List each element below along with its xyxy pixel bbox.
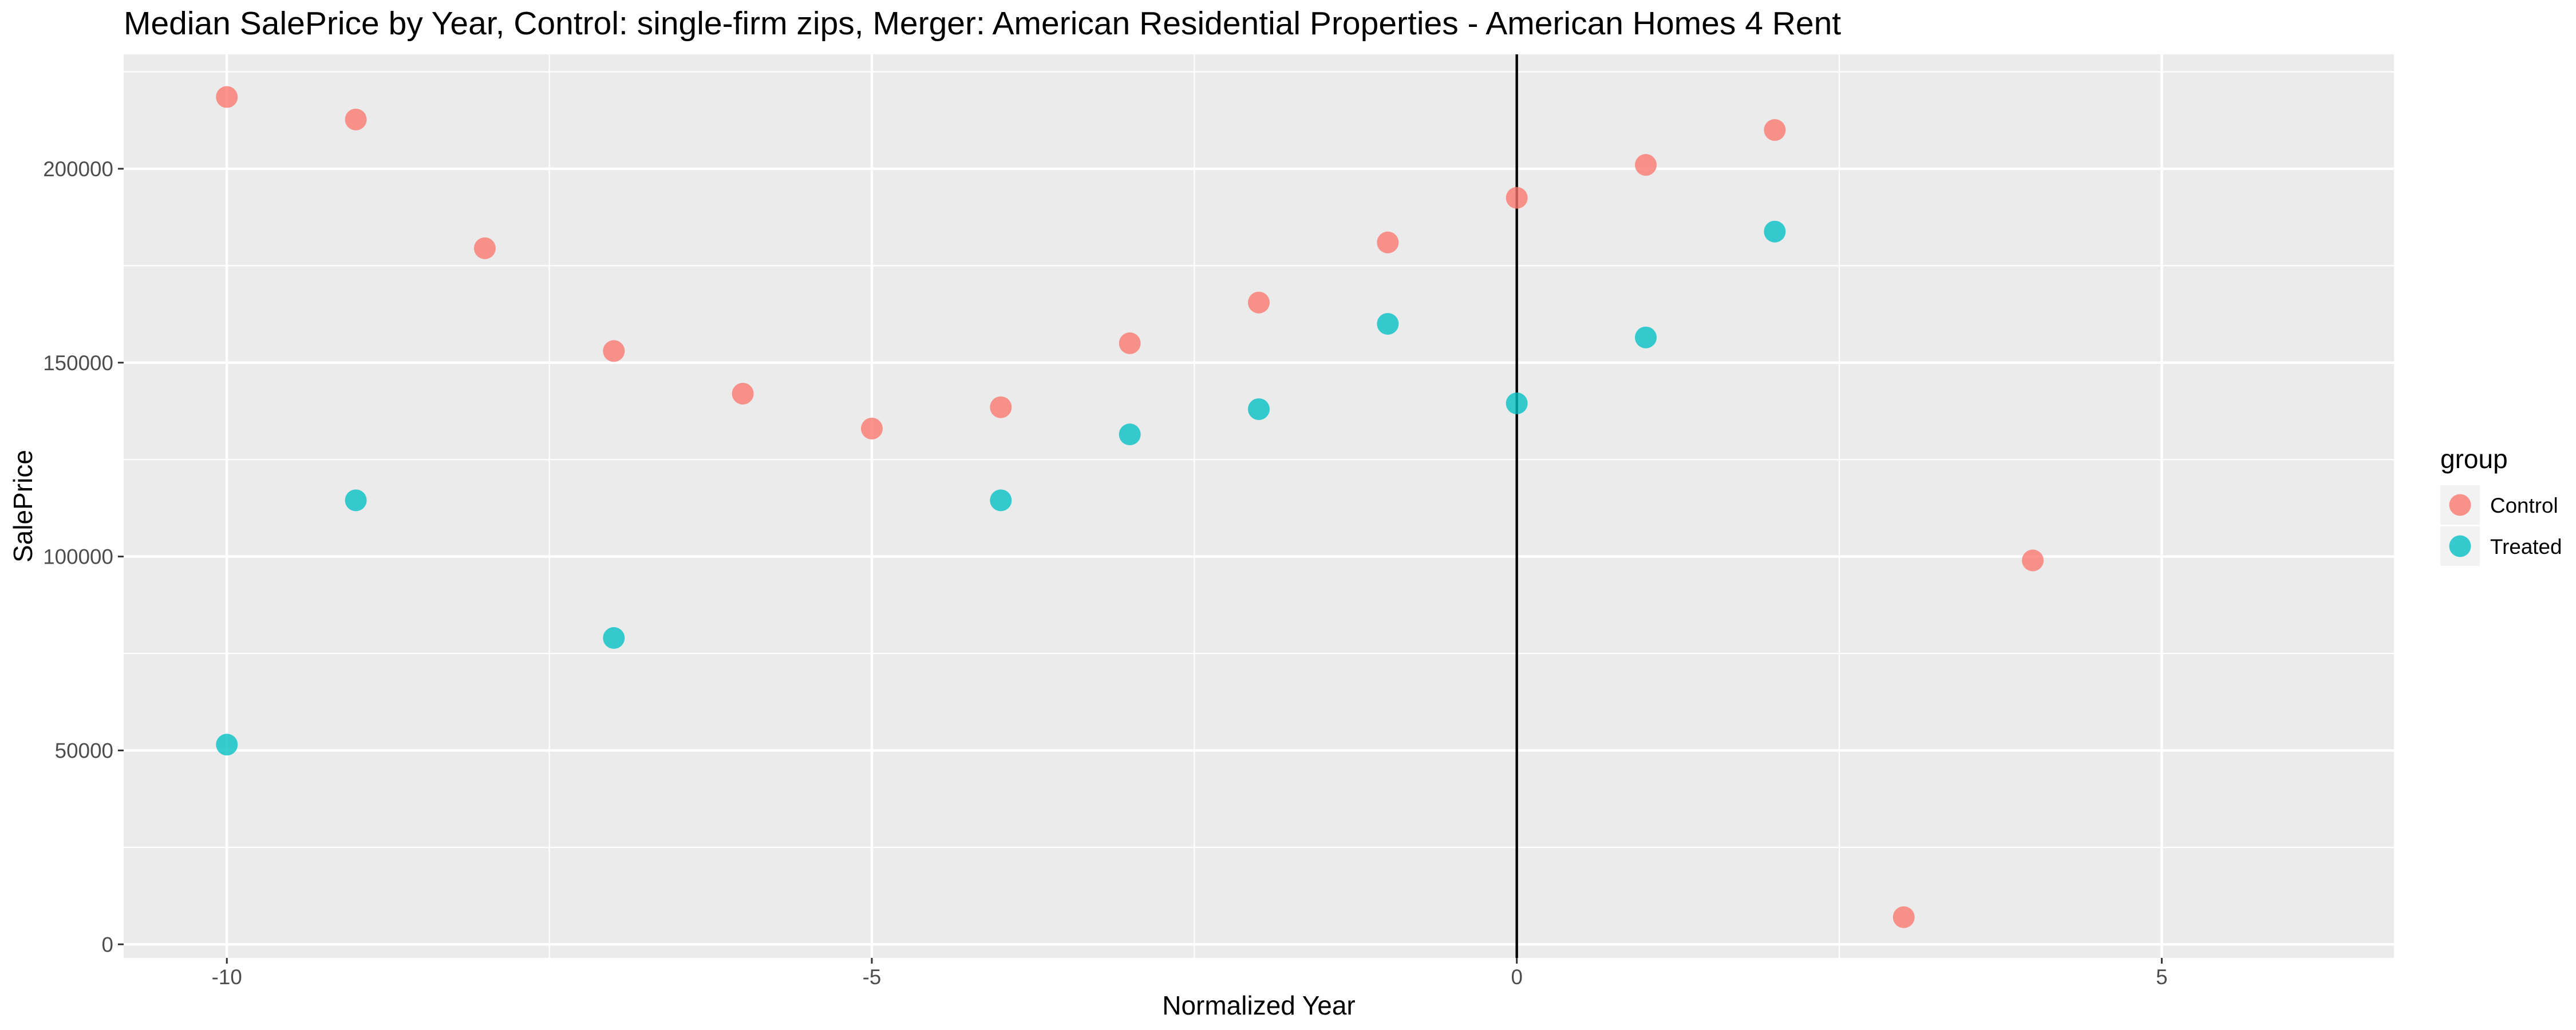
data-points (216, 86, 2044, 928)
point-treated (1248, 398, 1270, 421)
point-control (473, 237, 496, 259)
x-axis: -10 -5 0 5 (212, 958, 2168, 989)
point-treated (1119, 423, 1141, 446)
point-control (345, 108, 367, 130)
point-treated (1635, 326, 1657, 348)
x-tick-label: -10 (212, 965, 242, 989)
y-axis-title: SalePrice (8, 450, 38, 562)
point-treated (345, 489, 367, 512)
point-treated (1377, 312, 1399, 335)
point-treated (603, 627, 625, 649)
legend-label-treated: Treated (2490, 535, 2562, 558)
y-tick-label: 200000 (43, 157, 113, 181)
point-treated (1764, 220, 1786, 243)
plot-panel (124, 54, 2394, 958)
point-control (1764, 119, 1786, 141)
legend-swatch-control (2449, 494, 2471, 516)
point-control (732, 382, 754, 405)
legend: group Control Treated (2440, 444, 2562, 566)
point-control (2022, 549, 2044, 572)
point-control (1635, 154, 1657, 176)
point-control (603, 340, 625, 362)
y-tick-label: 0 (102, 933, 113, 956)
point-treated (216, 734, 238, 756)
point-treated (990, 489, 1012, 512)
y-tick-label: 150000 (43, 351, 113, 375)
point-treated (1506, 392, 1528, 414)
point-control (860, 417, 883, 439)
legend-label-control: Control (2490, 494, 2558, 517)
legend-title: group (2440, 444, 2508, 474)
x-tick-label: 5 (2156, 965, 2167, 989)
point-control (1377, 231, 1399, 253)
y-axis: 0 50000 100000 150000 200000 (43, 157, 124, 956)
x-tick-label: 0 (1511, 965, 1522, 989)
point-control (216, 86, 238, 108)
point-control (1119, 332, 1141, 354)
legend-swatch-treated (2449, 535, 2471, 557)
point-control (1893, 906, 1915, 928)
point-control (1248, 291, 1270, 314)
chart-title: Median SalePrice by Year, Control: singl… (124, 5, 1841, 42)
minor-gridlines (124, 54, 2394, 958)
point-control (990, 396, 1012, 418)
point-control (1506, 187, 1528, 209)
x-tick-label: -5 (863, 965, 882, 989)
y-tick-label: 100000 (43, 545, 113, 569)
y-tick-label: 50000 (55, 739, 113, 762)
x-axis-title: Normalized Year (1162, 991, 1356, 1020)
